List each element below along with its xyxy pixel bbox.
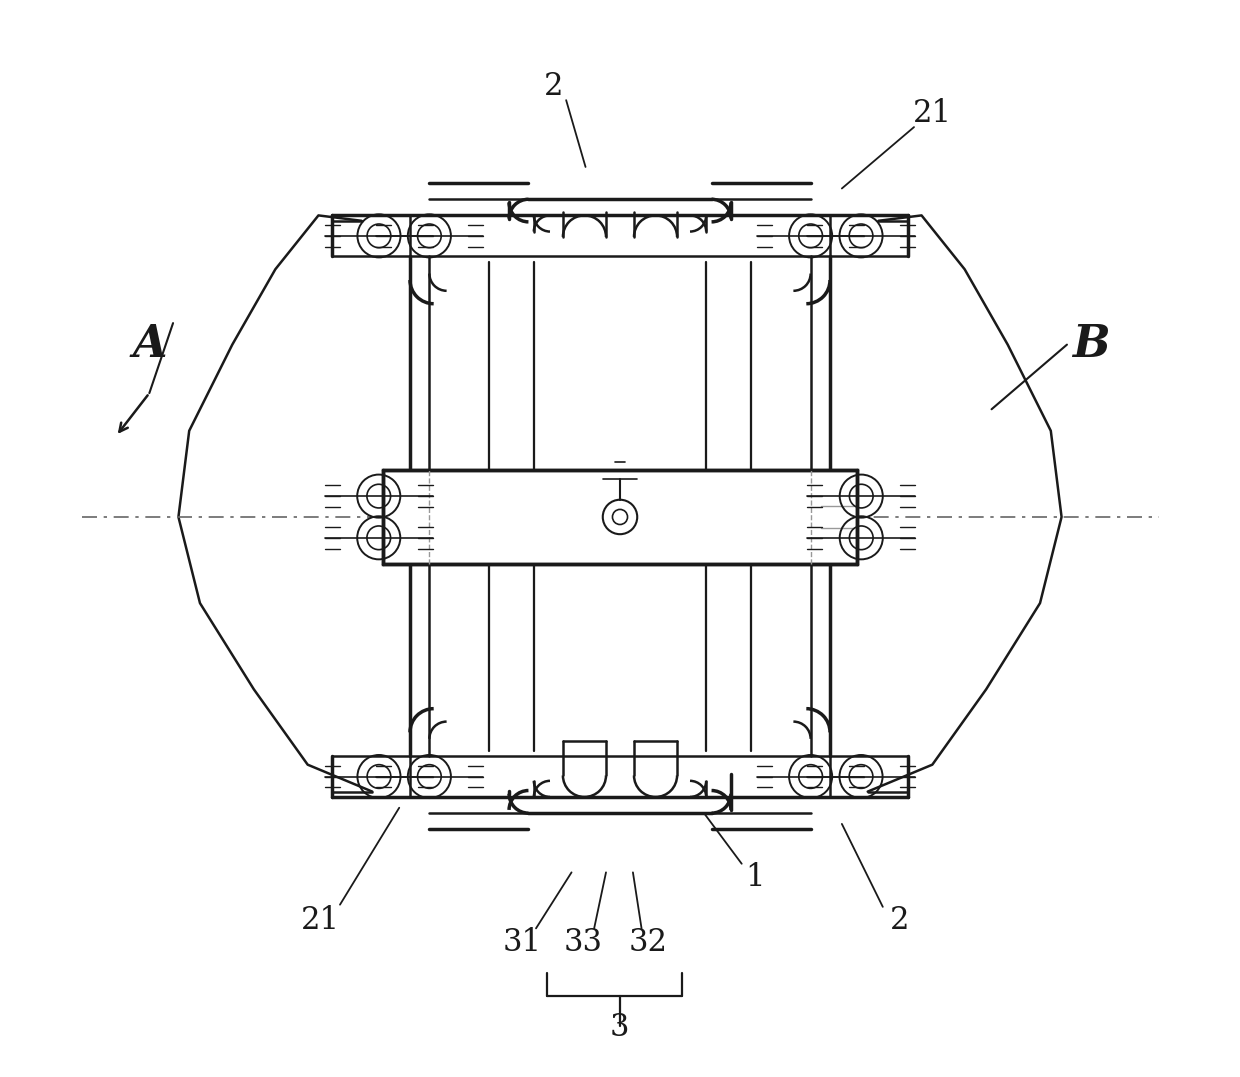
Text: A: A (133, 323, 166, 366)
Text: 2: 2 (890, 906, 910, 936)
Text: 3: 3 (609, 1012, 629, 1043)
Text: 2: 2 (543, 71, 563, 101)
Text: B: B (1071, 323, 1110, 366)
Text: 31: 31 (502, 927, 542, 957)
Text: 21: 21 (301, 906, 340, 936)
Text: 32: 32 (629, 927, 667, 957)
Bar (383, 470, 857, 564)
Text: 21: 21 (913, 98, 952, 128)
Text: 1: 1 (745, 863, 764, 893)
Text: 33: 33 (564, 927, 603, 957)
